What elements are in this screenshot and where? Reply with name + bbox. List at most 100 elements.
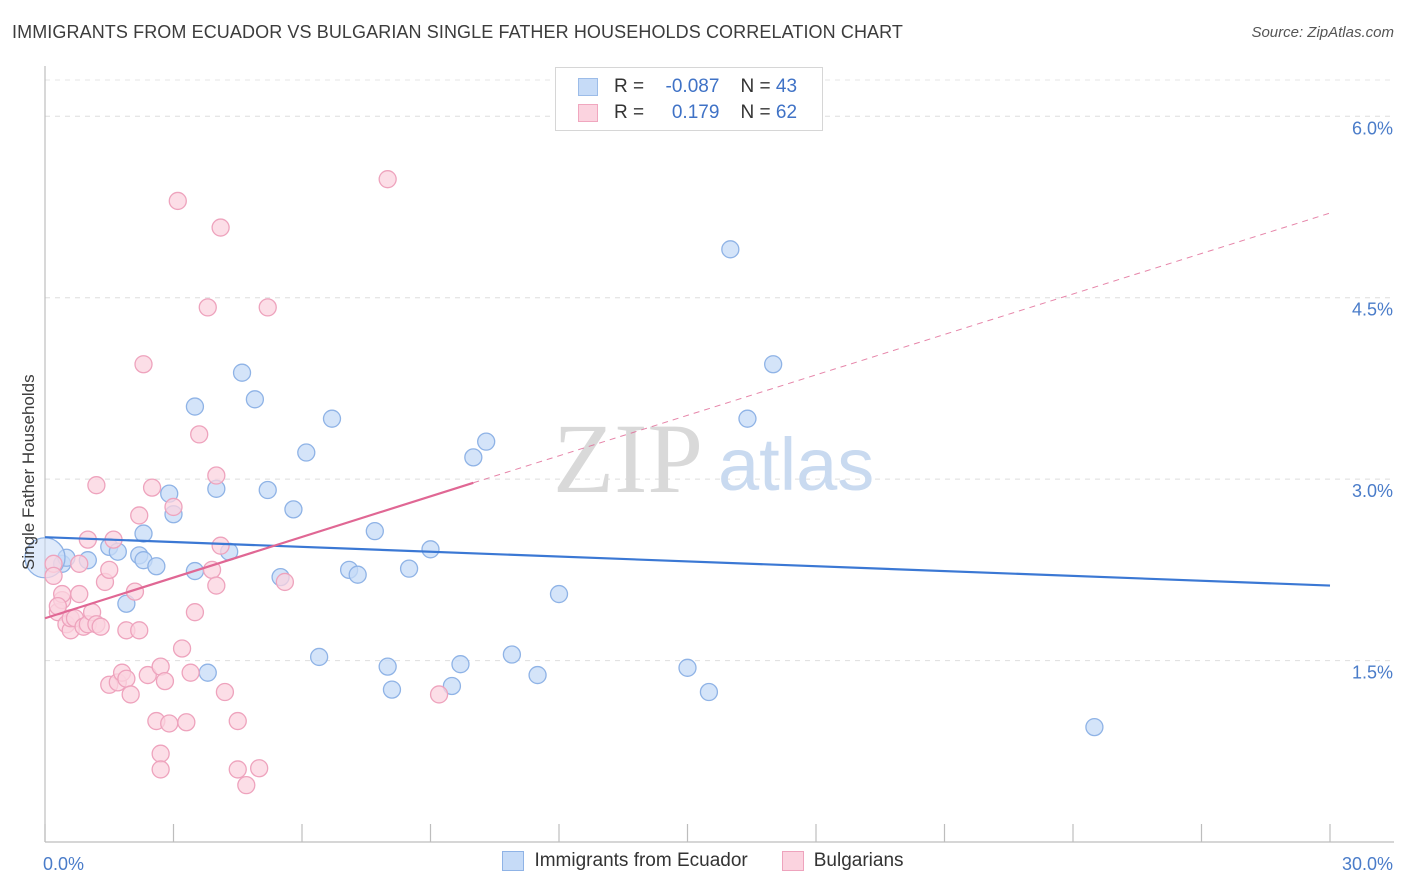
series-bulgarians (44, 170, 449, 795)
point-bulgarians (44, 566, 63, 586)
point-bulgarians (181, 663, 200, 682)
point-ecuador (738, 409, 757, 428)
point-bulgarians (117, 669, 136, 688)
point-ecuador (528, 665, 547, 685)
legend-item-ecuador: Immigrants from Ecuador (502, 850, 748, 872)
point-bulgarians (378, 170, 397, 189)
legend-label-ecuador: Immigrants from Ecuador (534, 850, 748, 871)
point-bulgarians (258, 298, 277, 317)
point-ecuador (134, 524, 153, 543)
legend-row-bulgarians: R = 0.179 N = 62 (578, 100, 797, 126)
point-ecuador (764, 355, 783, 374)
legend-n-value: 62 (775, 102, 798, 123)
y-tick-label: 6.0% (1352, 118, 1393, 138)
point-bulgarians (134, 355, 153, 374)
point-bulgarians (207, 466, 226, 485)
point-ecuador (502, 645, 522, 664)
point-bulgarians (151, 744, 170, 763)
legend-r-value: 0.179 (671, 102, 720, 123)
point-ecuador (464, 448, 483, 467)
point-ecuador (549, 584, 569, 604)
watermark-atlas: atlas (718, 423, 874, 506)
point-ecuador (399, 559, 419, 578)
point-ecuador (378, 657, 397, 676)
axes (44, 66, 1394, 843)
point-bulgarians (237, 776, 256, 795)
point-ecuador (721, 240, 740, 259)
trend-line-ecuador (44, 536, 1331, 587)
point-bulgarians (155, 671, 175, 691)
legend-item-bulgarians: Bulgarians (781, 850, 904, 872)
trend-line-bulgarians (44, 481, 474, 620)
chart-title: IMMIGRANTS FROM ECUADOR VS BULGARIAN SIN… (12, 22, 904, 42)
legend-n-label: N = (740, 102, 771, 123)
point-ecuador (284, 500, 303, 519)
point-bulgarians (121, 685, 140, 704)
x-tick-label: 0.0% (43, 854, 84, 874)
y-tick-label: 3.0% (1352, 481, 1393, 501)
point-bulgarians (130, 621, 149, 640)
legend-n-value: 43 (775, 76, 798, 97)
point-bulgarians (70, 554, 89, 573)
legend-swatch-bulgarians (781, 851, 804, 871)
legend-r-label: R = (614, 76, 645, 97)
point-ecuador (309, 647, 329, 667)
point-bulgarians (168, 191, 187, 211)
point-ecuador (297, 443, 316, 462)
legend-r-label: R = (614, 102, 645, 123)
point-bulgarians (100, 560, 119, 580)
point-bulgarians (87, 476, 106, 495)
point-ecuador (348, 565, 367, 584)
legend-n-label: N = (740, 76, 771, 97)
point-ecuador (442, 676, 462, 696)
tick-labels: 1.5% 3.0% 4.5% 6.0% 0.0% 30.0% (43, 118, 1393, 874)
point-bulgarians (429, 685, 449, 704)
legend-swatch-ecuador (578, 78, 598, 96)
y-axis-label: Single Father Households (19, 374, 38, 570)
source-label: Source: ZipAtlas.com (1251, 24, 1394, 41)
trend-line-bulgarians-extension (473, 212, 1331, 484)
point-bulgarians (211, 218, 230, 237)
point-bulgarians (172, 639, 192, 658)
series-legend: Immigrants from Ecuador Bulgarians (0, 850, 1406, 872)
point-bulgarians (151, 760, 170, 779)
point-bulgarians (228, 711, 247, 731)
legend-swatch-ecuador (502, 851, 525, 871)
point-bulgarians (215, 682, 235, 702)
point-bulgarians (228, 760, 247, 779)
point-bulgarians (185, 603, 205, 622)
point-bulgarians (275, 572, 295, 592)
point-bulgarians (207, 576, 226, 595)
point-ecuador (699, 682, 719, 702)
point-bulgarians (142, 478, 162, 497)
point-bulgarians (130, 506, 149, 525)
point-bulgarians (190, 425, 209, 444)
point-bulgarians (138, 665, 157, 685)
point-bulgarians (70, 584, 89, 604)
point-ecuador (451, 655, 470, 674)
point-ecuador (198, 663, 217, 682)
point-ecuador (421, 540, 440, 559)
point-ecuador (477, 432, 496, 451)
point-ecuador (1085, 717, 1104, 737)
point-bulgarians (164, 497, 183, 517)
point-bulgarians (250, 759, 269, 778)
point-bulgarians (177, 713, 196, 732)
series-ecuador (24, 240, 1104, 737)
x-tick-label: 30.0% (1342, 854, 1393, 874)
watermark-zip: ZIP (553, 403, 703, 514)
point-ecuador (258, 480, 277, 500)
point-bulgarians (211, 536, 230, 555)
point-ecuador (678, 658, 697, 677)
point-ecuador (322, 409, 342, 428)
point-ecuador (382, 680, 402, 699)
legend-r-value: -0.087 (665, 76, 720, 97)
point-ecuador (232, 363, 252, 382)
point-bulgarians (160, 714, 179, 733)
correlation-legend: R = -0.087 N = 43 R = 0.179 N = 62 (555, 67, 823, 131)
y-tick-label: 1.5% (1352, 663, 1393, 683)
point-ecuador (147, 557, 166, 576)
point-ecuador (185, 397, 205, 416)
legend-row-ecuador: R = -0.087 N = 43 (578, 74, 797, 100)
